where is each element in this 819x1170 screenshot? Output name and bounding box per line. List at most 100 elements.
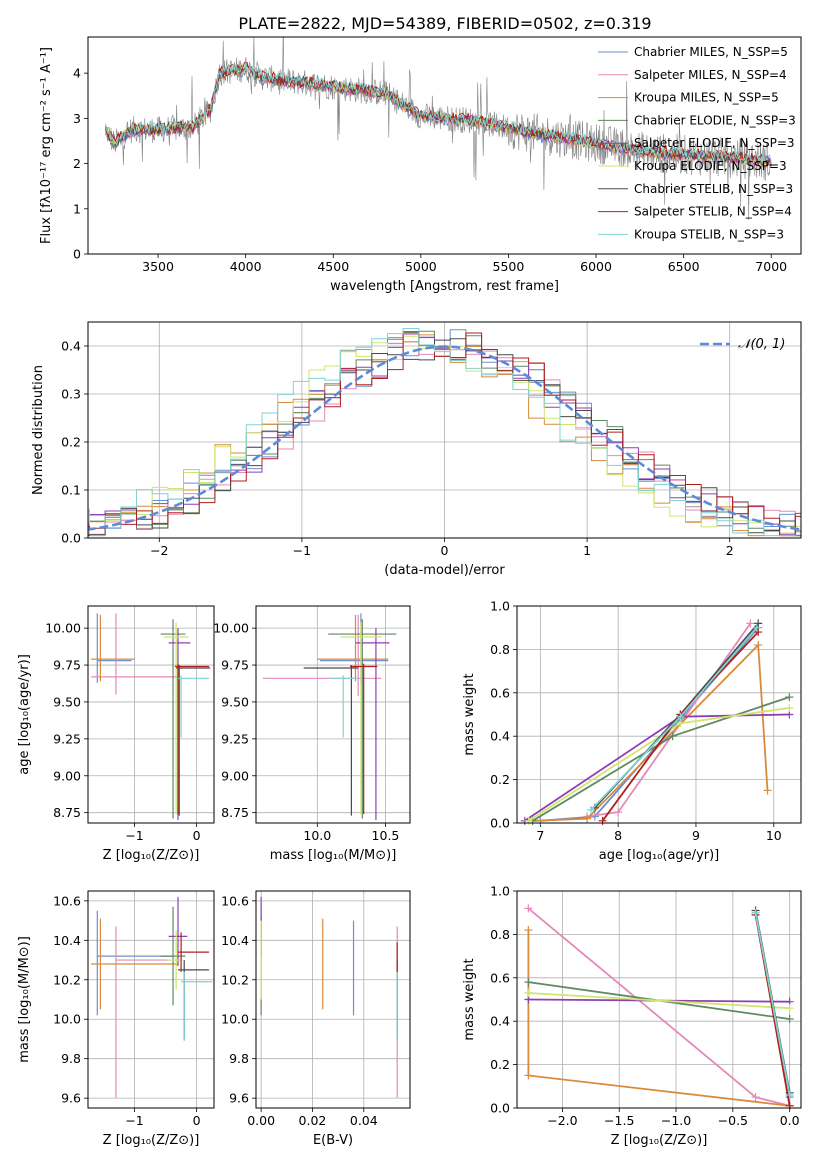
x-tick-label: −1.5 — [604, 1113, 634, 1128]
histogram-lines — [88, 328, 801, 537]
y-tick-label: 10.00 — [45, 621, 81, 636]
x-axis-label: Z [log₁₀(Z/Z⊙)] — [103, 1133, 200, 1148]
y-tick-label: 0.6 — [490, 685, 510, 700]
y-tick-label: 2 — [73, 156, 81, 171]
histogram-salpeter-stelib — [88, 331, 801, 537]
y-tick-label: 9.25 — [221, 731, 249, 746]
x-tick-label: 2 — [726, 543, 734, 558]
legend-label-chabrier-elodie: Chabrier ELODIE, N_SSP=3 — [634, 113, 796, 127]
histogram-chabrier-stelib — [88, 338, 801, 537]
weight-marker-kroupa-stelib — [676, 712, 685, 721]
y-tick-label: 9.00 — [53, 768, 81, 783]
y-tick-label: 0.6 — [490, 970, 510, 985]
weight-marker-kroupa-miles — [524, 1071, 533, 1080]
y-tick-label: 0.0 — [61, 531, 81, 546]
weight-line-salpeter-elodie — [524, 713, 790, 822]
weight-marker-chabrier-elodie — [785, 1015, 794, 1024]
y-tick-label: 0 — [73, 247, 81, 262]
weight-marker-kroupa-miles — [754, 641, 763, 650]
x-tick-label: 7000 — [755, 259, 787, 274]
x-tick-label: −2 — [150, 543, 168, 558]
histogram-kroupa-miles — [88, 334, 801, 537]
x-tick-label: 7 — [536, 828, 544, 843]
y-tick-label: 0.1 — [61, 483, 81, 498]
x-tick-label: 8 — [614, 828, 622, 843]
x-tick-label: 1 — [583, 543, 591, 558]
legend-label-gaussian: 𝒩(0, 1) — [738, 337, 785, 352]
plot-frame — [516, 890, 802, 1109]
x-tick-label: 0.0 — [780, 1113, 800, 1128]
plot-frame — [87, 605, 215, 824]
y-tick-label: 10.00 — [213, 621, 249, 636]
y-tick-label: 9.25 — [53, 731, 81, 746]
weight-marker-salpeter-stelib — [754, 628, 763, 637]
x-tick-label: 9 — [692, 828, 700, 843]
y-tick-label: 0.8 — [490, 927, 510, 942]
legend-label-kroupa-elodie: Kroupa ELODIE, N_SSP=3 — [634, 159, 787, 173]
weight-marker-kroupa-stelib — [751, 908, 760, 917]
x-tick-label: 0 — [441, 543, 449, 558]
y-axis-label: Flux [fλ10⁻¹⁷ erg cm⁻² s⁻¹ A⁻¹] — [39, 47, 54, 244]
legend-label-salpeter-miles: Salpeter MILES, N_SSP=4 — [634, 68, 787, 82]
x-tick-label: 4000 — [230, 259, 262, 274]
y-tick-label: 10.0 — [221, 1012, 249, 1027]
histogram-kroupa-elodie — [88, 335, 801, 536]
legend-label-kroupa-miles: Kroupa MILES, N_SSP=5 — [634, 91, 779, 105]
y-tick-label: 9.8 — [61, 1051, 81, 1066]
plot-frame — [87, 36, 802, 255]
x-tick-label: −1 — [125, 828, 143, 843]
spectrum-lines — [105, 37, 772, 220]
weight-marker-chabrier-elodie — [524, 978, 533, 987]
x-tick-label: −0.5 — [718, 1113, 748, 1128]
x-tick-label: 5000 — [405, 259, 437, 274]
x-tick-label: 0.02 — [299, 1113, 327, 1128]
y-axis-label: age [log₁₀(age/yr)] — [17, 654, 32, 775]
error-bars — [262, 613, 397, 821]
error-bars — [91, 896, 213, 1099]
x-tick-label: 3500 — [142, 259, 174, 274]
y-tick-label: 0.4 — [490, 1014, 510, 1029]
histogram-salpeter-elodie — [88, 333, 801, 535]
x-axis-label: Z [log₁₀(Z/Z⊙)] — [611, 1133, 708, 1148]
x-tick-label: 0.00 — [247, 1113, 275, 1128]
residual-histogram-plot: −2 −1 0 1 2 0.0 0.1 0.2 0.3 0.4 (data-model)/error… — [31, 321, 802, 578]
model-spectrum-kroupa-stelib — [105, 62, 772, 165]
weight-marker-chabrier-elodie — [785, 693, 794, 702]
weight-marker-chabrier-stelib — [754, 619, 763, 628]
y-tick-label: 9.6 — [229, 1091, 249, 1106]
y-tick-label: 3 — [73, 111, 81, 126]
x-tick-label: −2.0 — [547, 1113, 577, 1128]
error-bars — [91, 613, 211, 821]
weight-marker-kroupa-elodie — [785, 1004, 794, 1013]
x-tick-label: 10.0 — [303, 828, 331, 843]
weight-marker-kroupa-stelib — [752, 623, 761, 632]
y-axis-label: mass weight — [462, 958, 477, 1040]
y-tick-label: 0.2 — [490, 1057, 510, 1072]
y-tick-label: 10.6 — [221, 893, 249, 908]
weight-marker-kroupa-miles — [763, 786, 772, 795]
weight-marker-kroupa-elodie — [524, 988, 533, 997]
x-axis-label: wavelength [Angstrom, rest frame] — [330, 279, 559, 294]
histogram-salpeter-miles — [88, 341, 801, 535]
legend-label-chabrier-miles: Chabrier MILES, N_SSP=5 — [634, 45, 788, 59]
legend-label-chabrier-stelib: Chabrier STELIB, N_SSP=3 — [634, 182, 793, 196]
mass-vs-ebv-plot: 0.00 0.02 0.04 9.6 9.8 10.0 10.2 10.4 10.6 E(B-V) — [221, 890, 411, 1148]
spectrum-plot: 3500 4000 4500 5000 5500 6000 6500 7000 0 1 2 3 4 wav… — [39, 36, 802, 294]
weight-line-salpeter-miles — [527, 907, 790, 1107]
x-tick-label: 6500 — [668, 259, 700, 274]
weight-marker-kroupa-stelib — [586, 805, 595, 814]
legend-label-salpeter-elodie: Salpeter ELODIE, N_SSP=3 — [634, 136, 795, 150]
weight-vs-metallicity-plot: −2.0 −1.5 −1.0 −0.5 0.0 0.0 0.2 0.4 0.6 0.8 1.0 Z [… — [462, 884, 802, 1148]
y-tick-label: 10.4 — [221, 933, 249, 948]
y-tick-label: 10.4 — [53, 933, 81, 948]
weight-marker-kroupa-miles — [583, 814, 592, 823]
x-axis-label: mass [log₁₀(M/M⊙)] — [270, 848, 397, 863]
histogram-chabrier-elodie — [88, 330, 801, 537]
plot-frame — [516, 605, 802, 824]
y-tick-label: 9.50 — [221, 694, 249, 709]
y-axis-label: mass weight — [462, 673, 477, 755]
figure-title: PLATE=2822, MJD=54389, FIBERID=0502, z=0… — [238, 14, 651, 33]
x-tick-label: −1 — [293, 543, 311, 558]
gaussian-reference-line — [88, 345, 801, 531]
